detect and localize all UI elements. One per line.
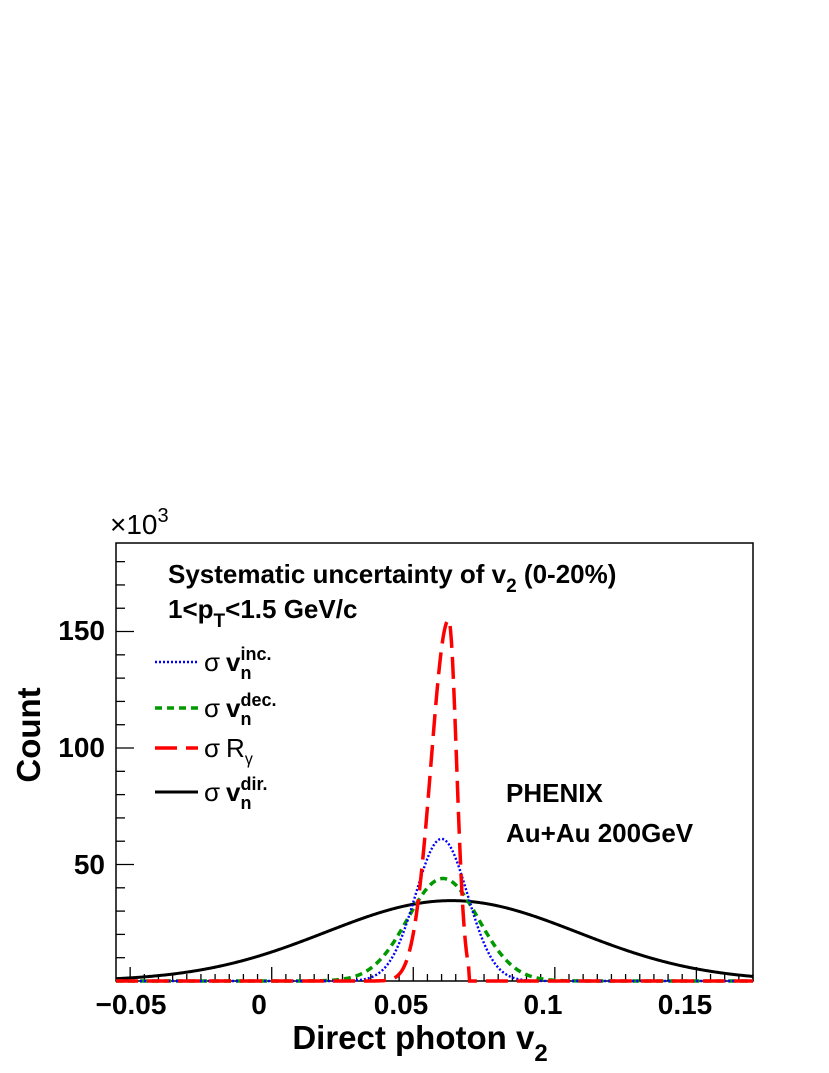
annotation-pt-range: 1<pT<1.5 GeV/c [168, 594, 357, 632]
x-tick-label: 0.15 [658, 989, 713, 1020]
x-tick-label: −0.05 [96, 989, 167, 1020]
annotation-experiment: PHENIX [506, 778, 603, 808]
x-tick-label: 0 [251, 989, 267, 1020]
legend-label-dir: σ vndir. [204, 774, 268, 813]
series-line-dec [116, 876, 753, 983]
annotation-title: Systematic uncertainty of v2 (0-20%) [168, 559, 616, 597]
series-line-rgamma [116, 617, 753, 983]
annotation-system: Au+Au 200GeV [506, 818, 694, 848]
series-line-dir [115, 899, 754, 981]
y-tick-label: 100 [58, 732, 105, 763]
x-tick-label: 0.05 [374, 989, 429, 1020]
plot-frame [115, 542, 754, 982]
legend-label-inc: σ vninc. [204, 644, 272, 683]
legend-label-dec: σ vndec. [204, 690, 277, 729]
legend: σ vninc. σ vndec. σ Rγ σ vndir. [155, 644, 277, 813]
series-layer [115, 617, 754, 983]
y-multiplier: ×103 [110, 505, 169, 540]
y-axis-title: Count [10, 687, 47, 782]
y-tick-label: 50 [74, 849, 105, 880]
axis-ticks [116, 560, 754, 981]
x-axis-title: Direct photon v2 [292, 1019, 547, 1067]
legend-label-rgamma: σ Rγ [204, 733, 253, 768]
x-tick-label: 0.1 [524, 989, 563, 1020]
y-tick-label: 150 [58, 615, 105, 646]
